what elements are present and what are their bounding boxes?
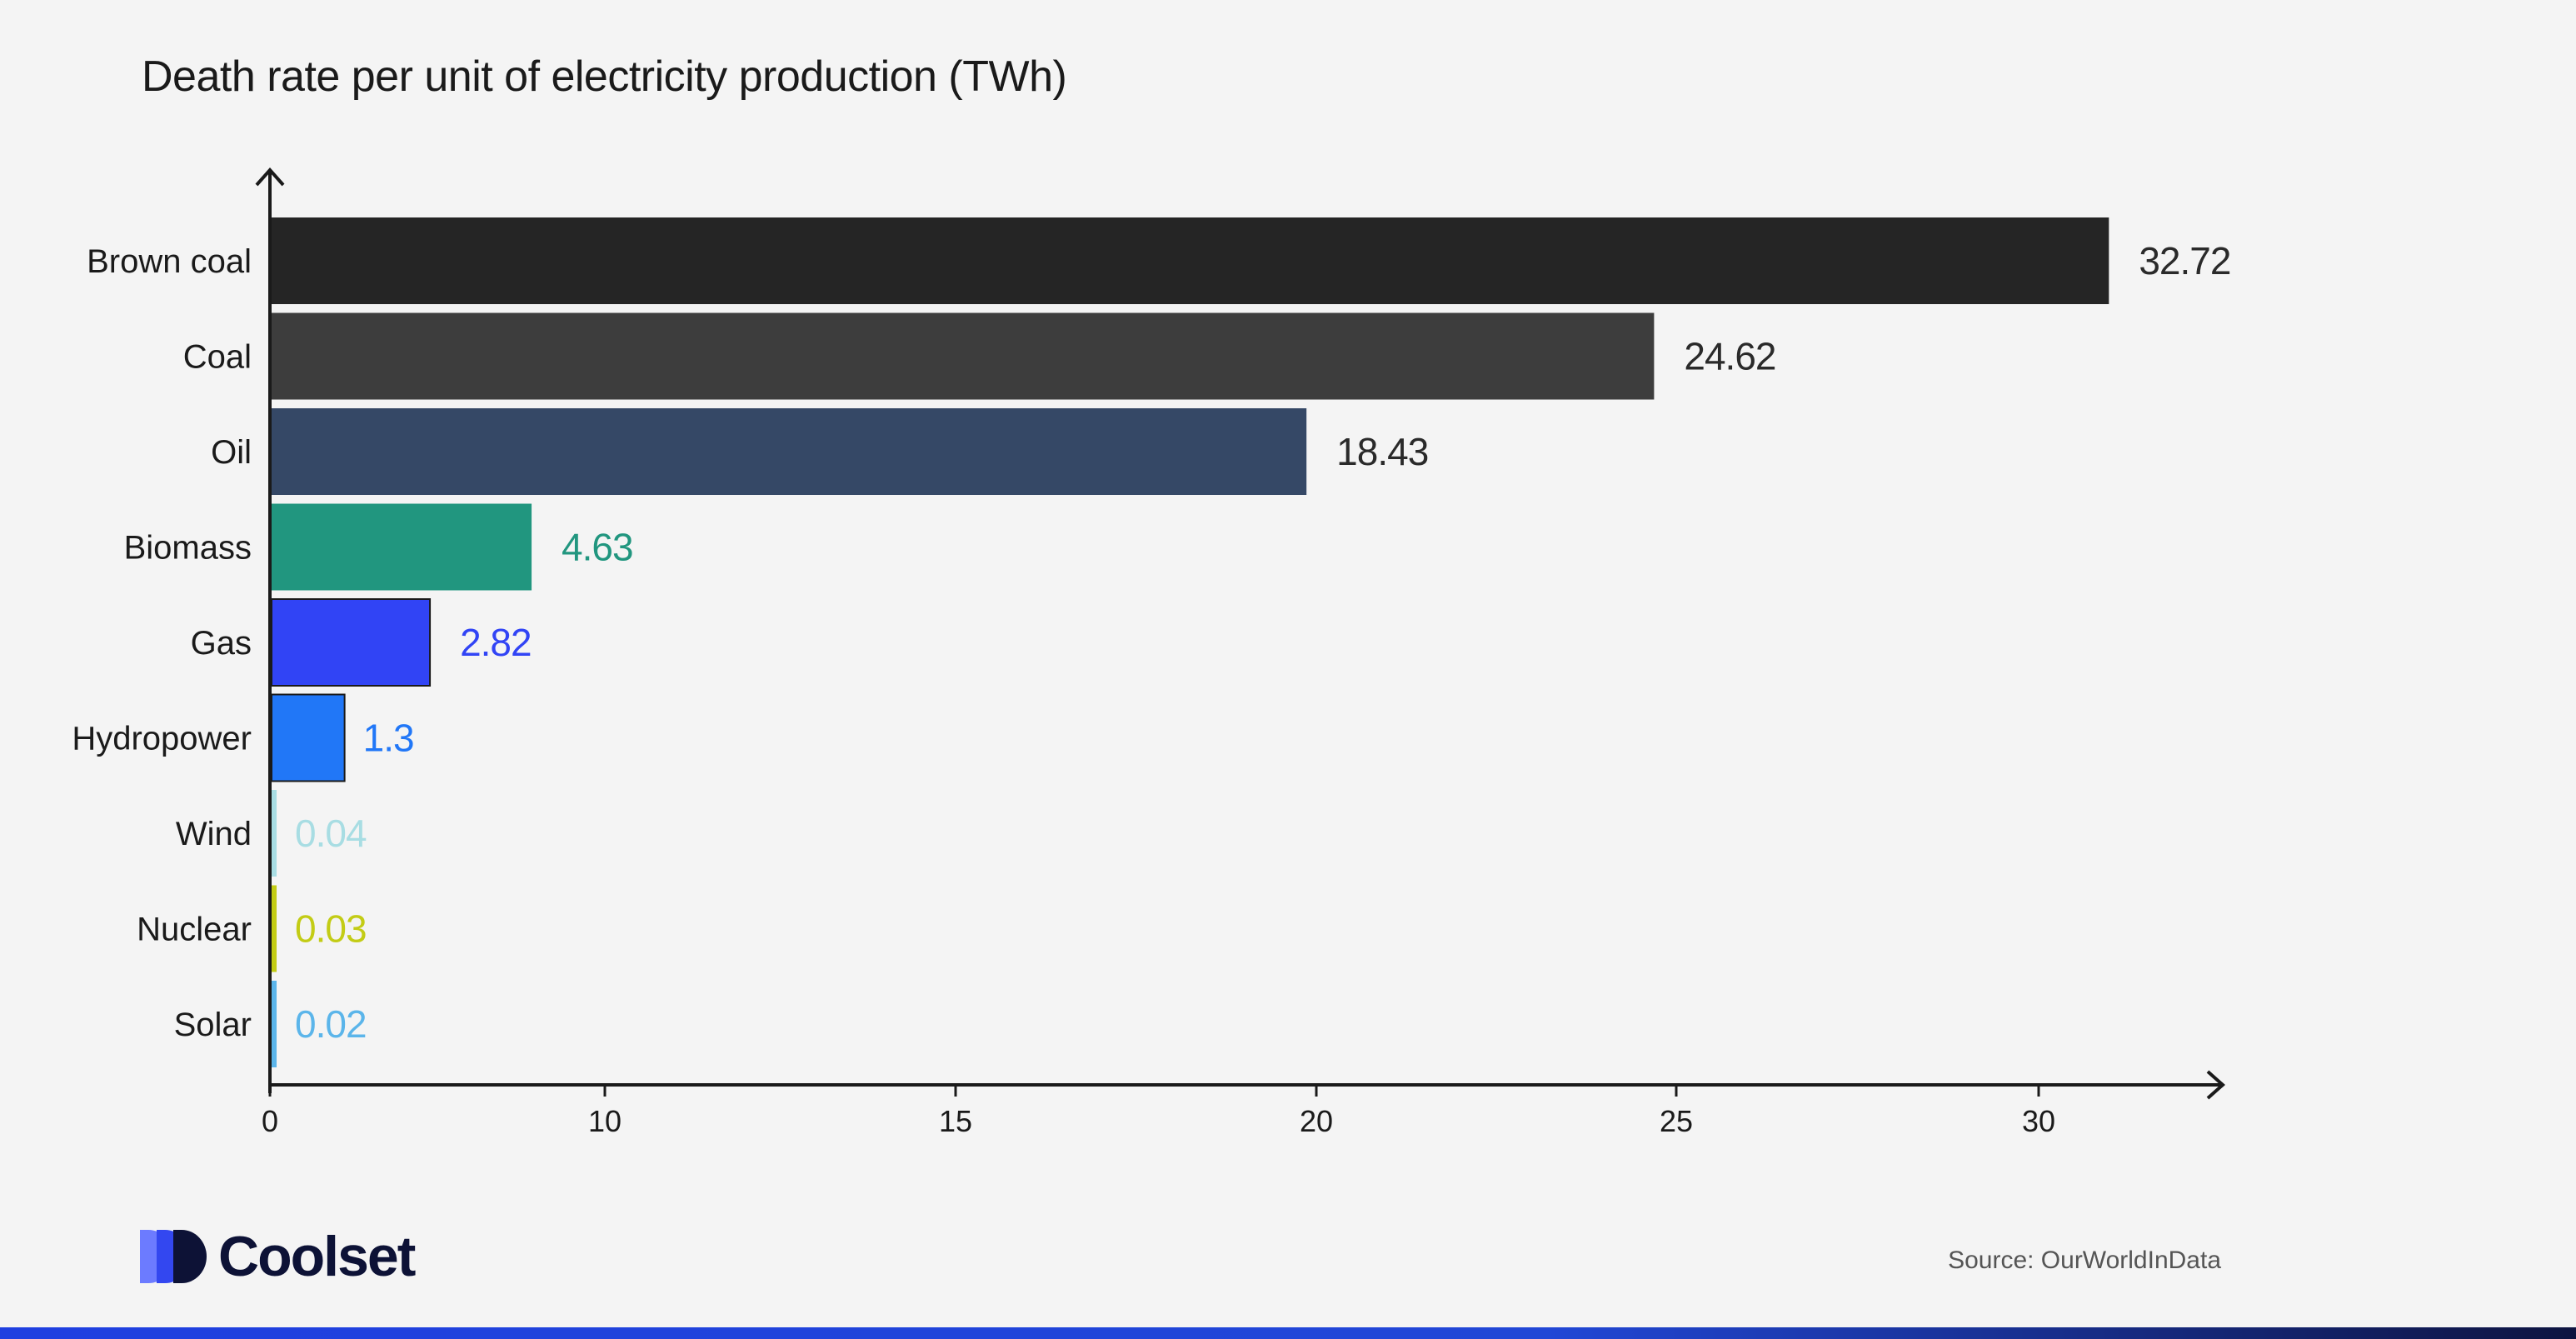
value-label: 0.04: [295, 812, 367, 855]
bar-nuclear: [272, 885, 277, 972]
y-axis-arrow: [255, 167, 285, 187]
bar-hydropower: [271, 693, 346, 782]
x-tick-label: 30: [2022, 1104, 2055, 1138]
value-label: 4.63: [562, 526, 633, 569]
x-tick-label: 15: [939, 1104, 972, 1138]
bar-gas: [271, 598, 432, 687]
category-label: Coal: [183, 339, 252, 376]
category-label: Gas: [191, 625, 252, 662]
x-tick-label: 25: [1660, 1104, 1693, 1138]
logo-text: Coolset: [218, 1225, 416, 1288]
value-label: 32.72: [2139, 239, 2230, 282]
category-label: Solar: [174, 1007, 252, 1043]
x-tick-label: 0: [262, 1104, 278, 1138]
chart-title: Death rate per unit of electricity produ…: [142, 52, 1067, 101]
value-label: 2.82: [460, 621, 532, 664]
category-label: Oil: [211, 434, 252, 471]
category-label: Biomass: [124, 530, 252, 567]
value-label: 0.03: [295, 907, 367, 951]
coolset-logo: Coolset: [140, 1223, 416, 1290]
value-label: 1.3: [363, 717, 414, 760]
coolset-logo-icon: [140, 1230, 207, 1283]
category-label: Nuclear: [137, 912, 252, 948]
bottom-accent-bar: [0, 1327, 2576, 1339]
bar-brown-coal: [272, 217, 2109, 304]
bar-oil: [272, 408, 1307, 495]
category-label: Brown coal: [87, 243, 252, 280]
value-label: 0.02: [295, 1002, 367, 1046]
bar-wind: [272, 790, 277, 877]
x-tick-label: 20: [1300, 1104, 1333, 1138]
bar-biomass: [272, 503, 532, 591]
bar-solar: [272, 981, 277, 1067]
category-label: Hydropower: [72, 721, 252, 757]
x-tick-label: 10: [588, 1104, 622, 1138]
bar-coal: [272, 312, 1655, 400]
x-axis-arrow: [2206, 1070, 2226, 1100]
value-label: 18.43: [1336, 430, 1428, 473]
source-note: Source: OurWorldInData: [1948, 1247, 2221, 1274]
category-label: Wind: [176, 816, 252, 852]
value-label: 24.62: [1684, 335, 1775, 378]
